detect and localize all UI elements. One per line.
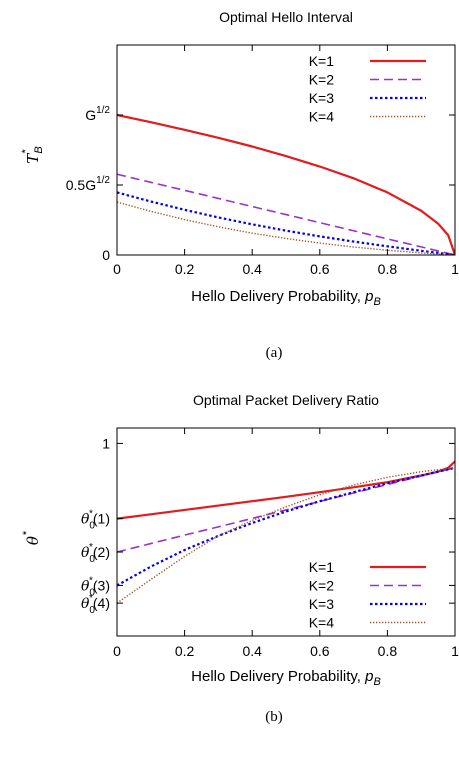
legend-label-k3: K=3 [309, 596, 335, 612]
y-tick-label: θ0*(2) [81, 542, 110, 565]
y-tick-label: G1/2 [85, 105, 110, 123]
panel-caption: (a) [266, 345, 283, 361]
x-axis-label: Hello Delivery Probability, pB [191, 668, 381, 688]
legend-label-k4: K=4 [309, 109, 335, 125]
x-tick-label: 0.8 [378, 261, 398, 277]
legend-label-k3: K=3 [309, 90, 335, 106]
series-line-k3 [117, 191, 455, 255]
x-tick-label: 0.4 [242, 261, 262, 277]
chart-panel-b: Optimal Packet Delivery Ratio 0 0.2 0.4 0.6 0… [21, 392, 459, 725]
y-tick-label: 1 [102, 435, 110, 451]
panel-caption: (b) [265, 709, 283, 725]
series-line-k2 [117, 173, 455, 255]
legend-label-k1: K=1 [309, 559, 335, 575]
y-tick-label: 0.5G1/2 [66, 175, 111, 193]
y-tick-label: θ0*(4) [81, 593, 110, 616]
x-axis-label: Hello Delivery Probability, pB [191, 288, 381, 308]
chart-panel-a: Optimal Hello Interval 0 0.2 0.4 0.6 0.8 1 0 0.5… [20, 9, 459, 361]
series-line-k2 [117, 467, 455, 553]
series-line-k4 [117, 467, 455, 604]
x-tick-label: 1 [451, 643, 459, 659]
y-axis-label: θ* [21, 530, 42, 545]
series-line-k3 [117, 466, 455, 587]
chart-title: Optimal Packet Delivery Ratio [193, 392, 379, 408]
x-tick-label: 0.8 [378, 643, 398, 659]
x-tick-label: 0.6 [310, 643, 330, 659]
x-tick-label: 0 [113, 643, 121, 659]
x-tick-label: 0.2 [175, 643, 195, 659]
chart-title: Optimal Hello Interval [219, 9, 353, 25]
x-tick-label: 0.4 [242, 643, 262, 659]
legend-label-k4: K=4 [309, 615, 335, 631]
y-tick-label: θ0*(3) [81, 575, 110, 598]
y-axis-label: TB* [20, 146, 45, 163]
series-line-k1 [117, 113, 455, 255]
plot-frame [116, 44, 456, 256]
x-tick-label: 0.6 [310, 261, 330, 277]
legend-label-k2: K=2 [309, 578, 335, 594]
x-tick-label: 0.2 [175, 261, 195, 277]
legend-label-k1: K=1 [309, 53, 335, 69]
x-tick-label: 0 [113, 261, 121, 277]
y-tick-label: 0 [102, 247, 110, 263]
x-tick-label: 1 [451, 261, 459, 277]
plot-frame [116, 427, 456, 637]
legend-label-k2: K=2 [309, 72, 335, 88]
y-tick-label: θ0*(1) [81, 509, 110, 532]
series-line-k4 [117, 201, 455, 255]
